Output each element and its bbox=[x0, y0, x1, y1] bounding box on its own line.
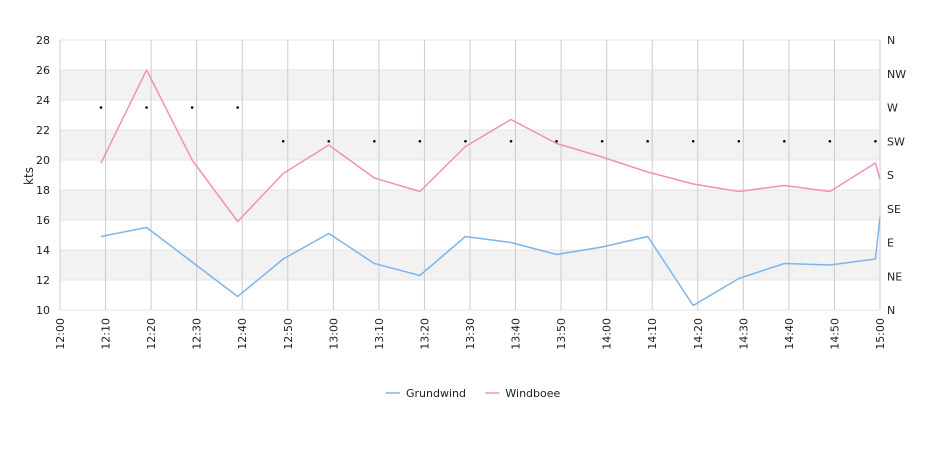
y-axis-title: kts bbox=[22, 167, 36, 185]
y-tick-label: 26 bbox=[36, 64, 50, 77]
legend-label: Windboee bbox=[505, 387, 560, 400]
x-tick-label: 14:50 bbox=[828, 318, 841, 350]
y-axis-ticks: 10 12 14 16 18 20 22 24 26 28 bbox=[36, 34, 50, 317]
x-tick-label: 13:50 bbox=[555, 318, 568, 350]
y-tick-label: 24 bbox=[36, 94, 50, 107]
y2-tick-label: SW bbox=[887, 135, 905, 148]
y2-tick-label: NW bbox=[887, 68, 906, 81]
direction-marker bbox=[373, 139, 376, 143]
x-tick-label: 14:30 bbox=[737, 318, 750, 350]
direction-marker bbox=[737, 139, 741, 143]
legend-item-windboee: Windboee bbox=[485, 387, 561, 400]
x-tick-label: 12:50 bbox=[282, 318, 295, 350]
y-tick-label: 20 bbox=[36, 154, 50, 167]
x-tick-label: 12:30 bbox=[191, 318, 204, 350]
x-tick-label: 13:40 bbox=[510, 318, 523, 350]
x-tick-label: 13:00 bbox=[327, 318, 340, 350]
x-tick-label: 13:10 bbox=[373, 318, 386, 350]
direction-markers bbox=[99, 106, 877, 143]
y2-tick-label: SE bbox=[887, 203, 901, 216]
x-tick-label: 13:20 bbox=[418, 318, 431, 350]
direction-marker bbox=[327, 139, 331, 143]
y2-tick-label: S bbox=[887, 169, 894, 182]
x-tick-label: 14:40 bbox=[783, 318, 796, 350]
legend: Grundwind Windboee bbox=[386, 387, 561, 400]
x-tick-label: 14:20 bbox=[692, 318, 705, 350]
legend-item-grundwind: Grundwind bbox=[386, 387, 466, 400]
x-tick-label: 15:00 bbox=[874, 318, 887, 350]
y2-tick-label: W bbox=[887, 102, 898, 115]
y-tick-label: 28 bbox=[36, 34, 50, 47]
y-tick-label: 10 bbox=[36, 304, 50, 317]
direction-marker bbox=[464, 139, 467, 143]
x-tick-label: 14:00 bbox=[601, 318, 614, 350]
y-tick-label: 12 bbox=[36, 274, 50, 287]
series-line-windboee bbox=[100, 69, 881, 223]
x-tick-label: 12:10 bbox=[100, 318, 113, 350]
y2-axis-ticks: N NE E SE S SW W NW N bbox=[887, 34, 906, 317]
direction-marker bbox=[99, 106, 103, 109]
direction-marker bbox=[190, 106, 194, 109]
direction-marker bbox=[418, 139, 422, 143]
legend-label: Grundwind bbox=[406, 387, 466, 400]
x-tick-label: 13:30 bbox=[464, 318, 477, 350]
direction-marker bbox=[646, 139, 649, 143]
x-axis-ticks: 12:00 12:10 12:20 12:30 12:40 12:50 13:00 13:10… bbox=[54, 318, 887, 350]
direction-marker bbox=[236, 106, 239, 109]
y-tick-label: 22 bbox=[36, 124, 50, 137]
direction-marker bbox=[783, 139, 786, 143]
y-tick-label: 16 bbox=[36, 214, 50, 227]
direction-marker bbox=[509, 139, 513, 143]
direction-marker bbox=[145, 106, 148, 109]
direction-marker bbox=[600, 139, 604, 143]
y2-tick-label: N bbox=[887, 34, 895, 47]
y2-tick-label: E bbox=[887, 237, 894, 250]
y2-tick-label: N bbox=[887, 304, 895, 317]
series-layer bbox=[100, 69, 881, 307]
direction-marker bbox=[828, 139, 832, 143]
y2-tick-label: NE bbox=[887, 270, 902, 283]
x-tick-label: 12:00 bbox=[54, 318, 67, 350]
direction-marker bbox=[691, 139, 695, 143]
y-tick-label: 18 bbox=[36, 184, 50, 197]
x-tick-label: 12:40 bbox=[236, 318, 249, 350]
vertical-gridlines bbox=[59, 40, 881, 310]
direction-marker bbox=[555, 139, 558, 143]
y-tick-label: 14 bbox=[36, 244, 50, 257]
series-line-grundwind bbox=[100, 216, 881, 307]
x-tick-label: 14:10 bbox=[646, 318, 659, 350]
direction-marker bbox=[874, 139, 877, 143]
x-tick-label: 12:20 bbox=[145, 318, 158, 350]
direction-marker bbox=[281, 139, 285, 143]
